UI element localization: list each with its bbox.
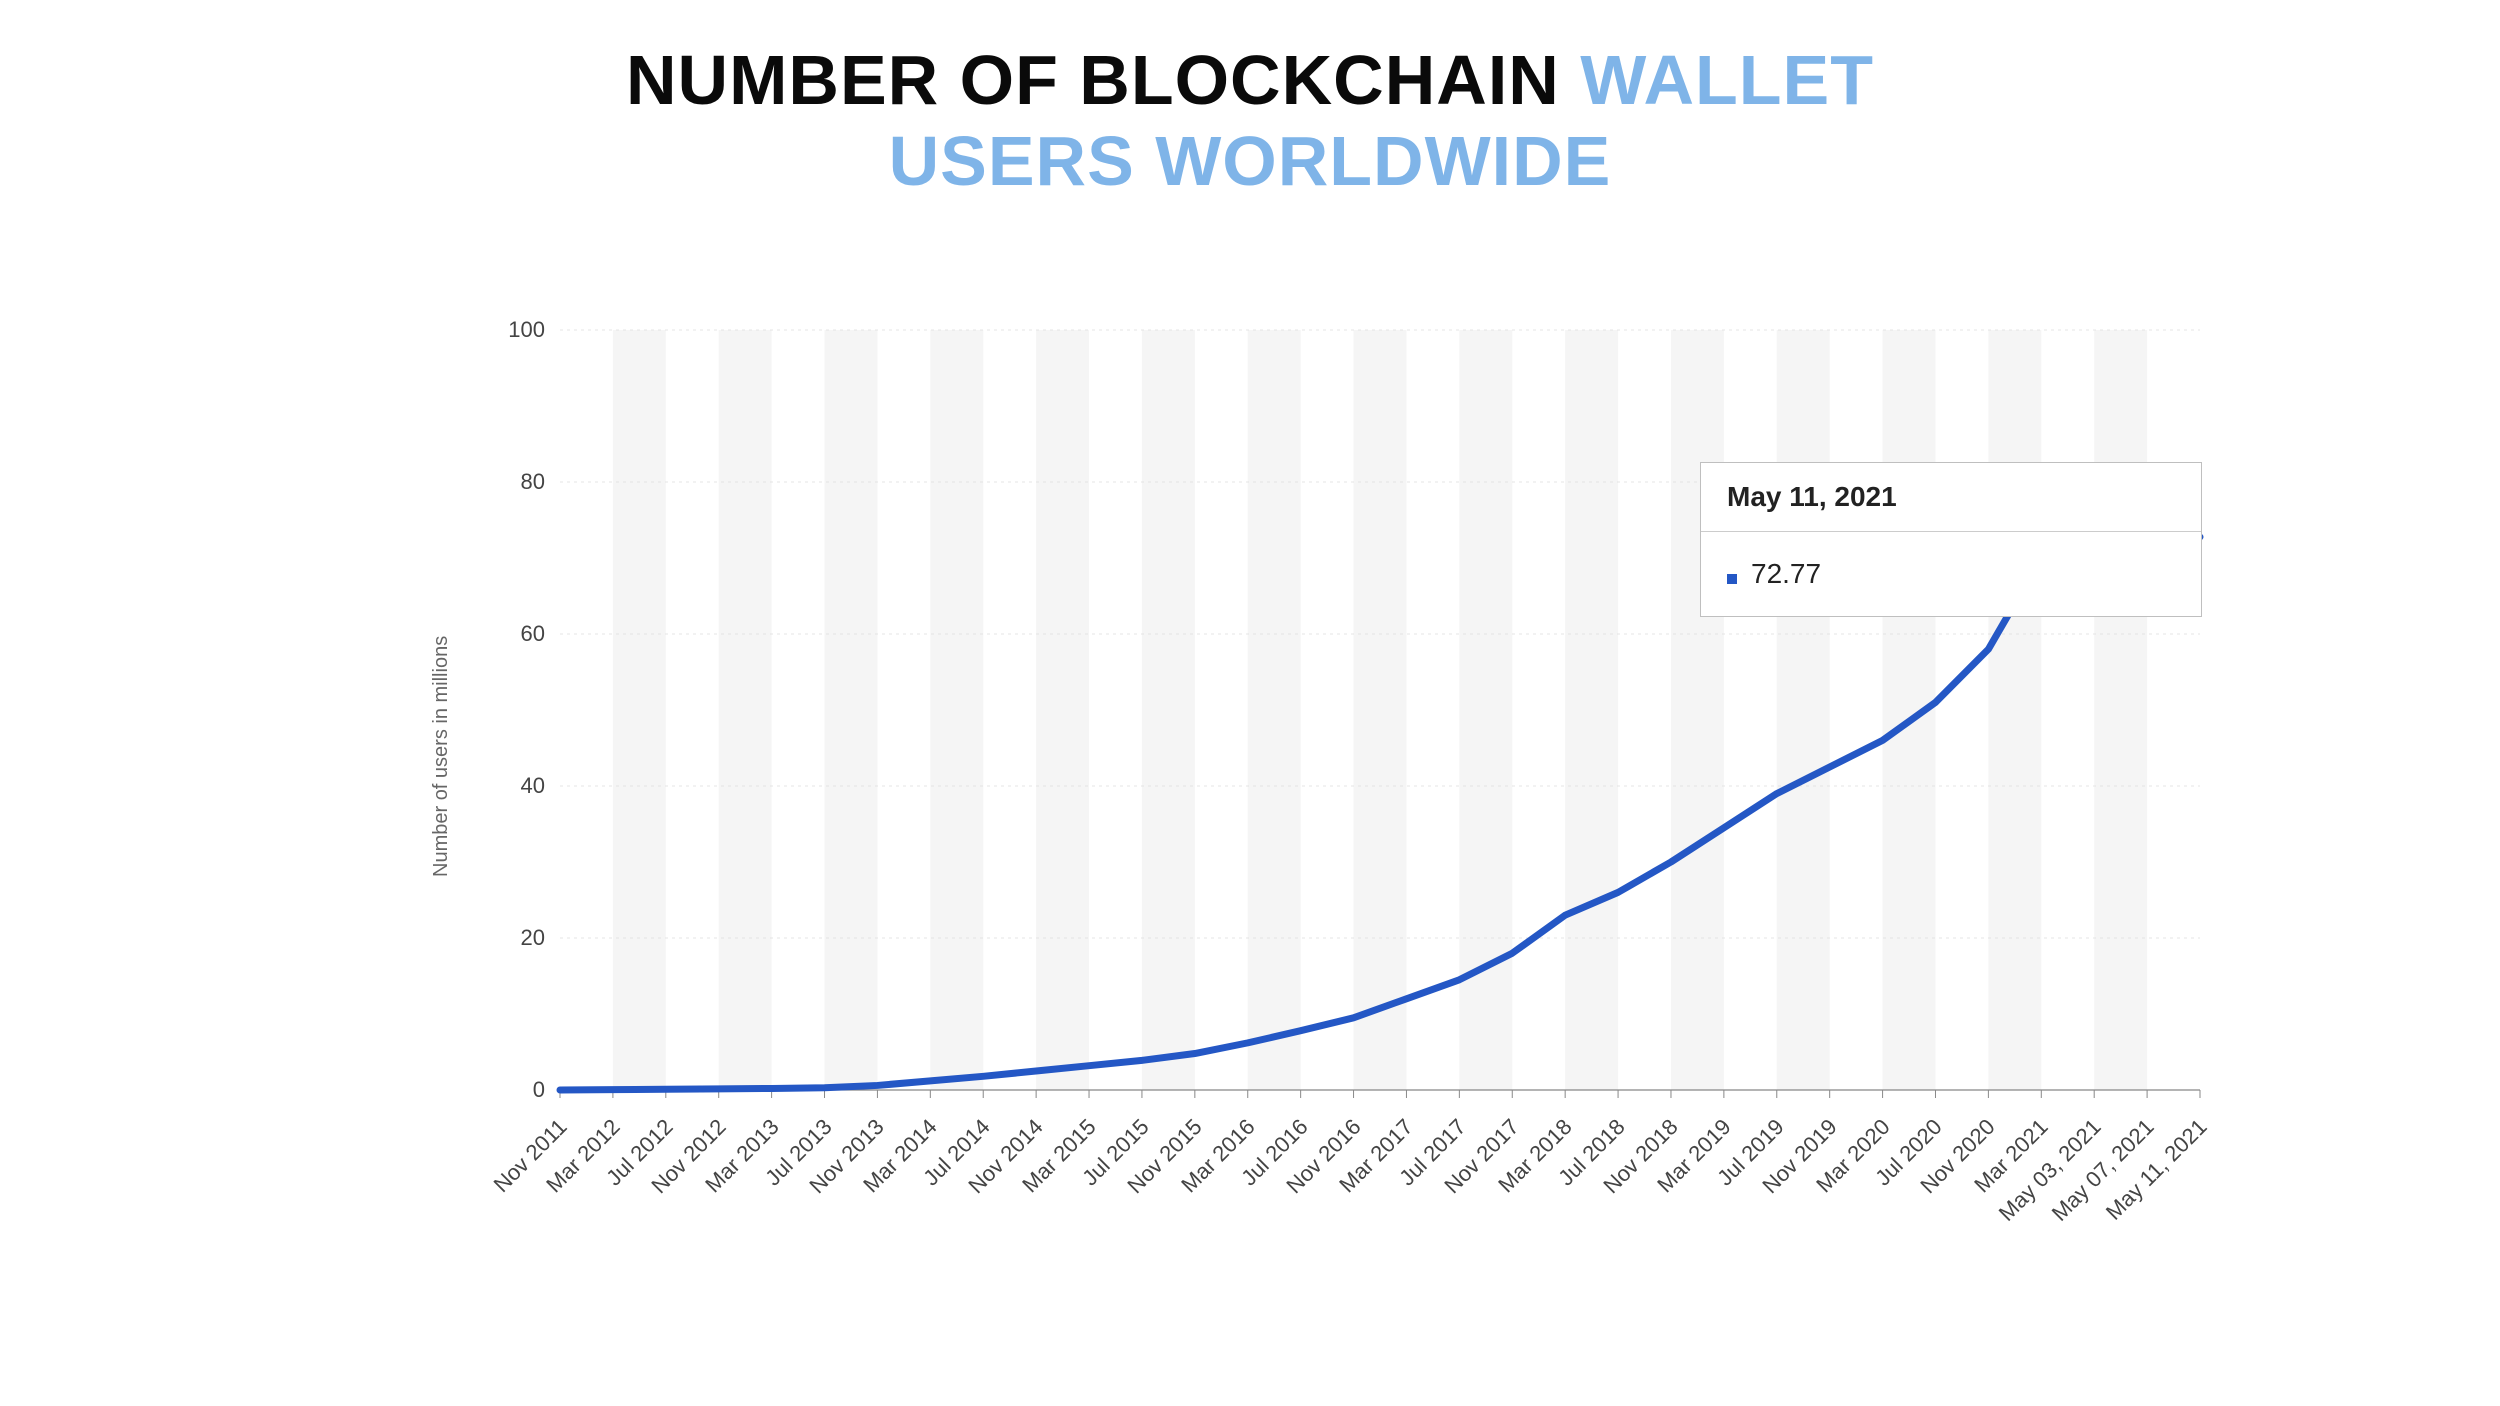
y-tick-label: 0: [490, 1077, 545, 1103]
y-tick-label: 80: [490, 469, 545, 495]
chart-tooltip: May 11, 2021 72.77: [1700, 462, 2202, 617]
y-tick-label: 20: [490, 925, 545, 951]
tooltip-value-row: 72.77: [1701, 532, 2201, 616]
y-axis-label: Number of users in millions: [430, 636, 453, 877]
page-root: NUMBER OF BLOCKCHAIN WALLET USERS WORLDW…: [0, 0, 2500, 1406]
y-tick-label: 100: [490, 317, 545, 343]
y-tick-label: 40: [490, 773, 545, 799]
tooltip-header: May 11, 2021: [1701, 463, 2201, 532]
y-tick-label: 60: [490, 621, 545, 647]
tooltip-value: 72.77: [1751, 558, 1821, 589]
tooltip-marker-icon: [1727, 574, 1737, 584]
